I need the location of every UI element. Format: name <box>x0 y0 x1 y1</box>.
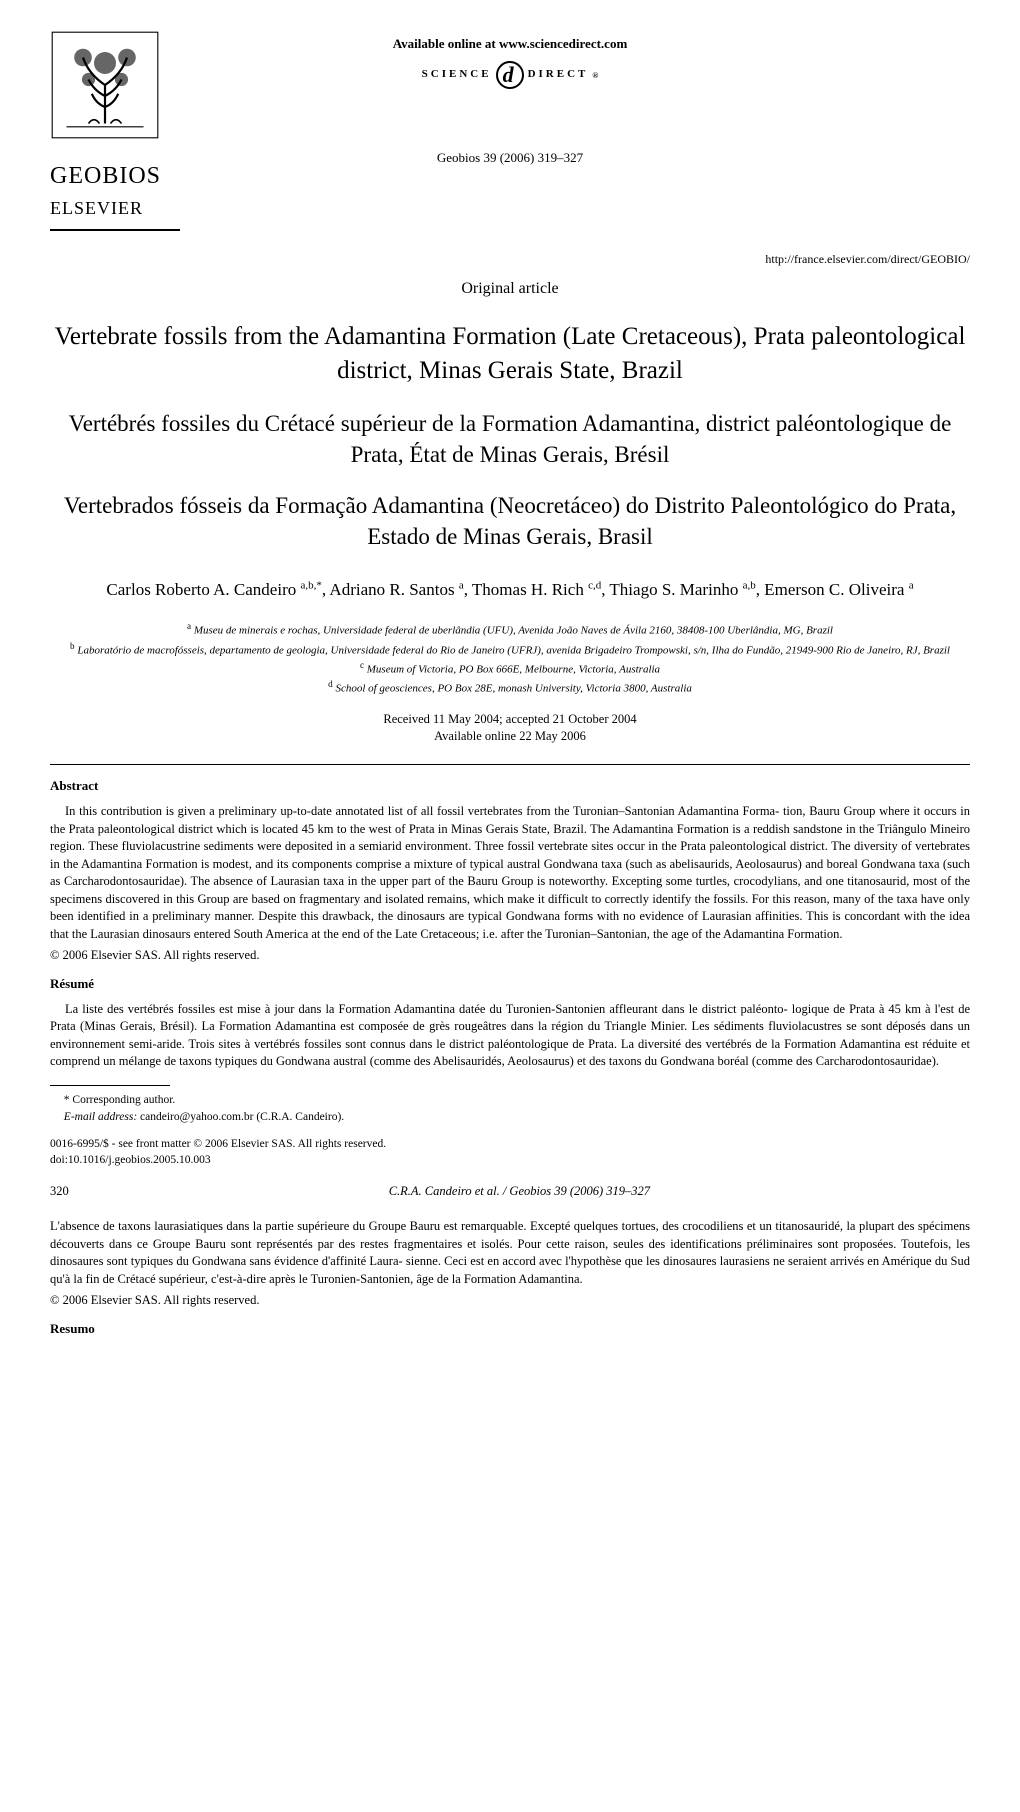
affiliation-b: Laboratório de macrofósseis, departament… <box>77 644 950 656</box>
abstract-heading-en: Abstract <box>50 777 970 795</box>
received-accepted: Received 11 May 2004; accepted 21 Octobe… <box>50 711 970 729</box>
title-portuguese: Vertebrados fósseis da Formação Adamanti… <box>50 490 970 552</box>
title-block: Vertebrate fossils from the Adamantina F… <box>50 320 970 552</box>
abstract-body-fr2: L'absence de taxons laurasiatiques dans … <box>50 1218 970 1288</box>
running-head: 320 C.R.A. Candeiro et al. / Geobios 39 … <box>50 1183 970 1201</box>
corresponding-author: * Corresponding author. <box>50 1092 970 1109</box>
doi-line: doi:10.1016/j.geobios.2005.10.003 <box>50 1152 970 1168</box>
copyright-fr: © 2006 Elsevier SAS. All rights reserved… <box>50 1292 970 1310</box>
elsevier-tree-logo <box>50 30 160 140</box>
affiliation-d: School of geosciences, PO Box 28E, monas… <box>335 682 691 694</box>
author-5: , Emerson C. Oliveira <box>756 580 909 599</box>
sd-at-icon: d <box>496 61 524 89</box>
header-center: Available online at www.sciencedirect.co… <box>180 30 840 167</box>
running-head-text: C.R.A. Candeiro et al. / Geobios 39 (200… <box>389 1184 650 1198</box>
article-type: Original article <box>50 278 970 300</box>
authors-line: Carlos Roberto A. Candeiro a,b,*, Adrian… <box>50 577 970 603</box>
email-label: E-mail address: <box>64 1111 140 1123</box>
citation: Geobios 39 (2006) 319–327 <box>180 149 840 167</box>
available-online-date: Available online 22 May 2006 <box>50 728 970 746</box>
abstract-body-fr: La liste des vertébrés fossiles est mise… <box>50 1001 970 1071</box>
footer-meta: 0016-6995/$ - see front matter © 2006 El… <box>50 1136 970 1168</box>
header-row: GEOBIOS ELSEVIER Available online at www… <box>50 30 970 239</box>
affiliations: a Museu de minerais e rochas, Universida… <box>50 620 970 697</box>
author-3: , Thomas H. Rich <box>464 580 588 599</box>
affiliation-a: Museu de minerais e rochas, Universidade… <box>194 625 833 637</box>
affiliation-c: Museum of Victoria, PO Box 666E, Melbour… <box>367 663 660 675</box>
author-4-aff: a,b <box>743 579 756 591</box>
sd-right: DIRECT <box>528 67 589 82</box>
title-english: Vertebrate fossils from the Adamantina F… <box>50 320 970 388</box>
publisher-block: GEOBIOS ELSEVIER <box>50 30 180 239</box>
author-1: Carlos Roberto A. Candeiro <box>106 580 300 599</box>
copyright-en: © 2006 Elsevier SAS. All rights reserved… <box>50 947 970 965</box>
publisher-name: ELSEVIER <box>50 196 180 221</box>
article-dates: Received 11 May 2004; accepted 21 Octobe… <box>50 711 970 746</box>
footnote-rule <box>50 1085 170 1086</box>
author-4: , Thiago S. Marinho <box>601 580 742 599</box>
sd-reg: ® <box>592 70 598 81</box>
email-line: E-mail address: candeiro@yahoo.com.br (C… <box>50 1109 970 1126</box>
abstract-body-en: In this contribution is given a prelimin… <box>50 803 970 943</box>
author-1-aff: a,b,* <box>300 579 321 591</box>
footnotes: * Corresponding author. E-mail address: … <box>50 1092 970 1127</box>
abstract-heading-pt: Resumo <box>50 1320 970 1338</box>
abstract-rule <box>50 764 970 765</box>
page-number: 320 <box>50 1183 69 1201</box>
abstract-text-fr: La liste des vertébrés fossiles est mise… <box>50 1001 970 1071</box>
title-french: Vertébrés fossiles du Crétacé supérieur … <box>50 408 970 470</box>
publisher-rule <box>50 229 180 231</box>
abstract-text-fr-cont: L'absence de taxons laurasiatiques dans … <box>50 1218 970 1288</box>
journal-url[interactable]: http://france.elsevier.com/direct/GEOBIO… <box>50 251 970 268</box>
journal-name: GEOBIOS <box>50 160 180 194</box>
issn-line: 0016-6995/$ - see front matter © 2006 El… <box>50 1136 970 1152</box>
abstract-text-en: In this contribution is given a prelimin… <box>50 803 970 943</box>
email-address[interactable]: candeiro@yahoo.com.br (C.R.A. Candeiro). <box>140 1111 344 1123</box>
abstract-heading-fr: Résumé <box>50 975 970 993</box>
author-2: , Adriano R. Santos <box>322 580 459 599</box>
sd-left: SCIENCE <box>422 67 492 82</box>
science-direct-logo: SCIENCE d DIRECT ® <box>180 61 840 89</box>
author-3-aff: c,d <box>588 579 601 591</box>
author-5-aff: a <box>909 579 914 591</box>
available-online-text: Available online at www.sciencedirect.co… <box>180 35 840 53</box>
